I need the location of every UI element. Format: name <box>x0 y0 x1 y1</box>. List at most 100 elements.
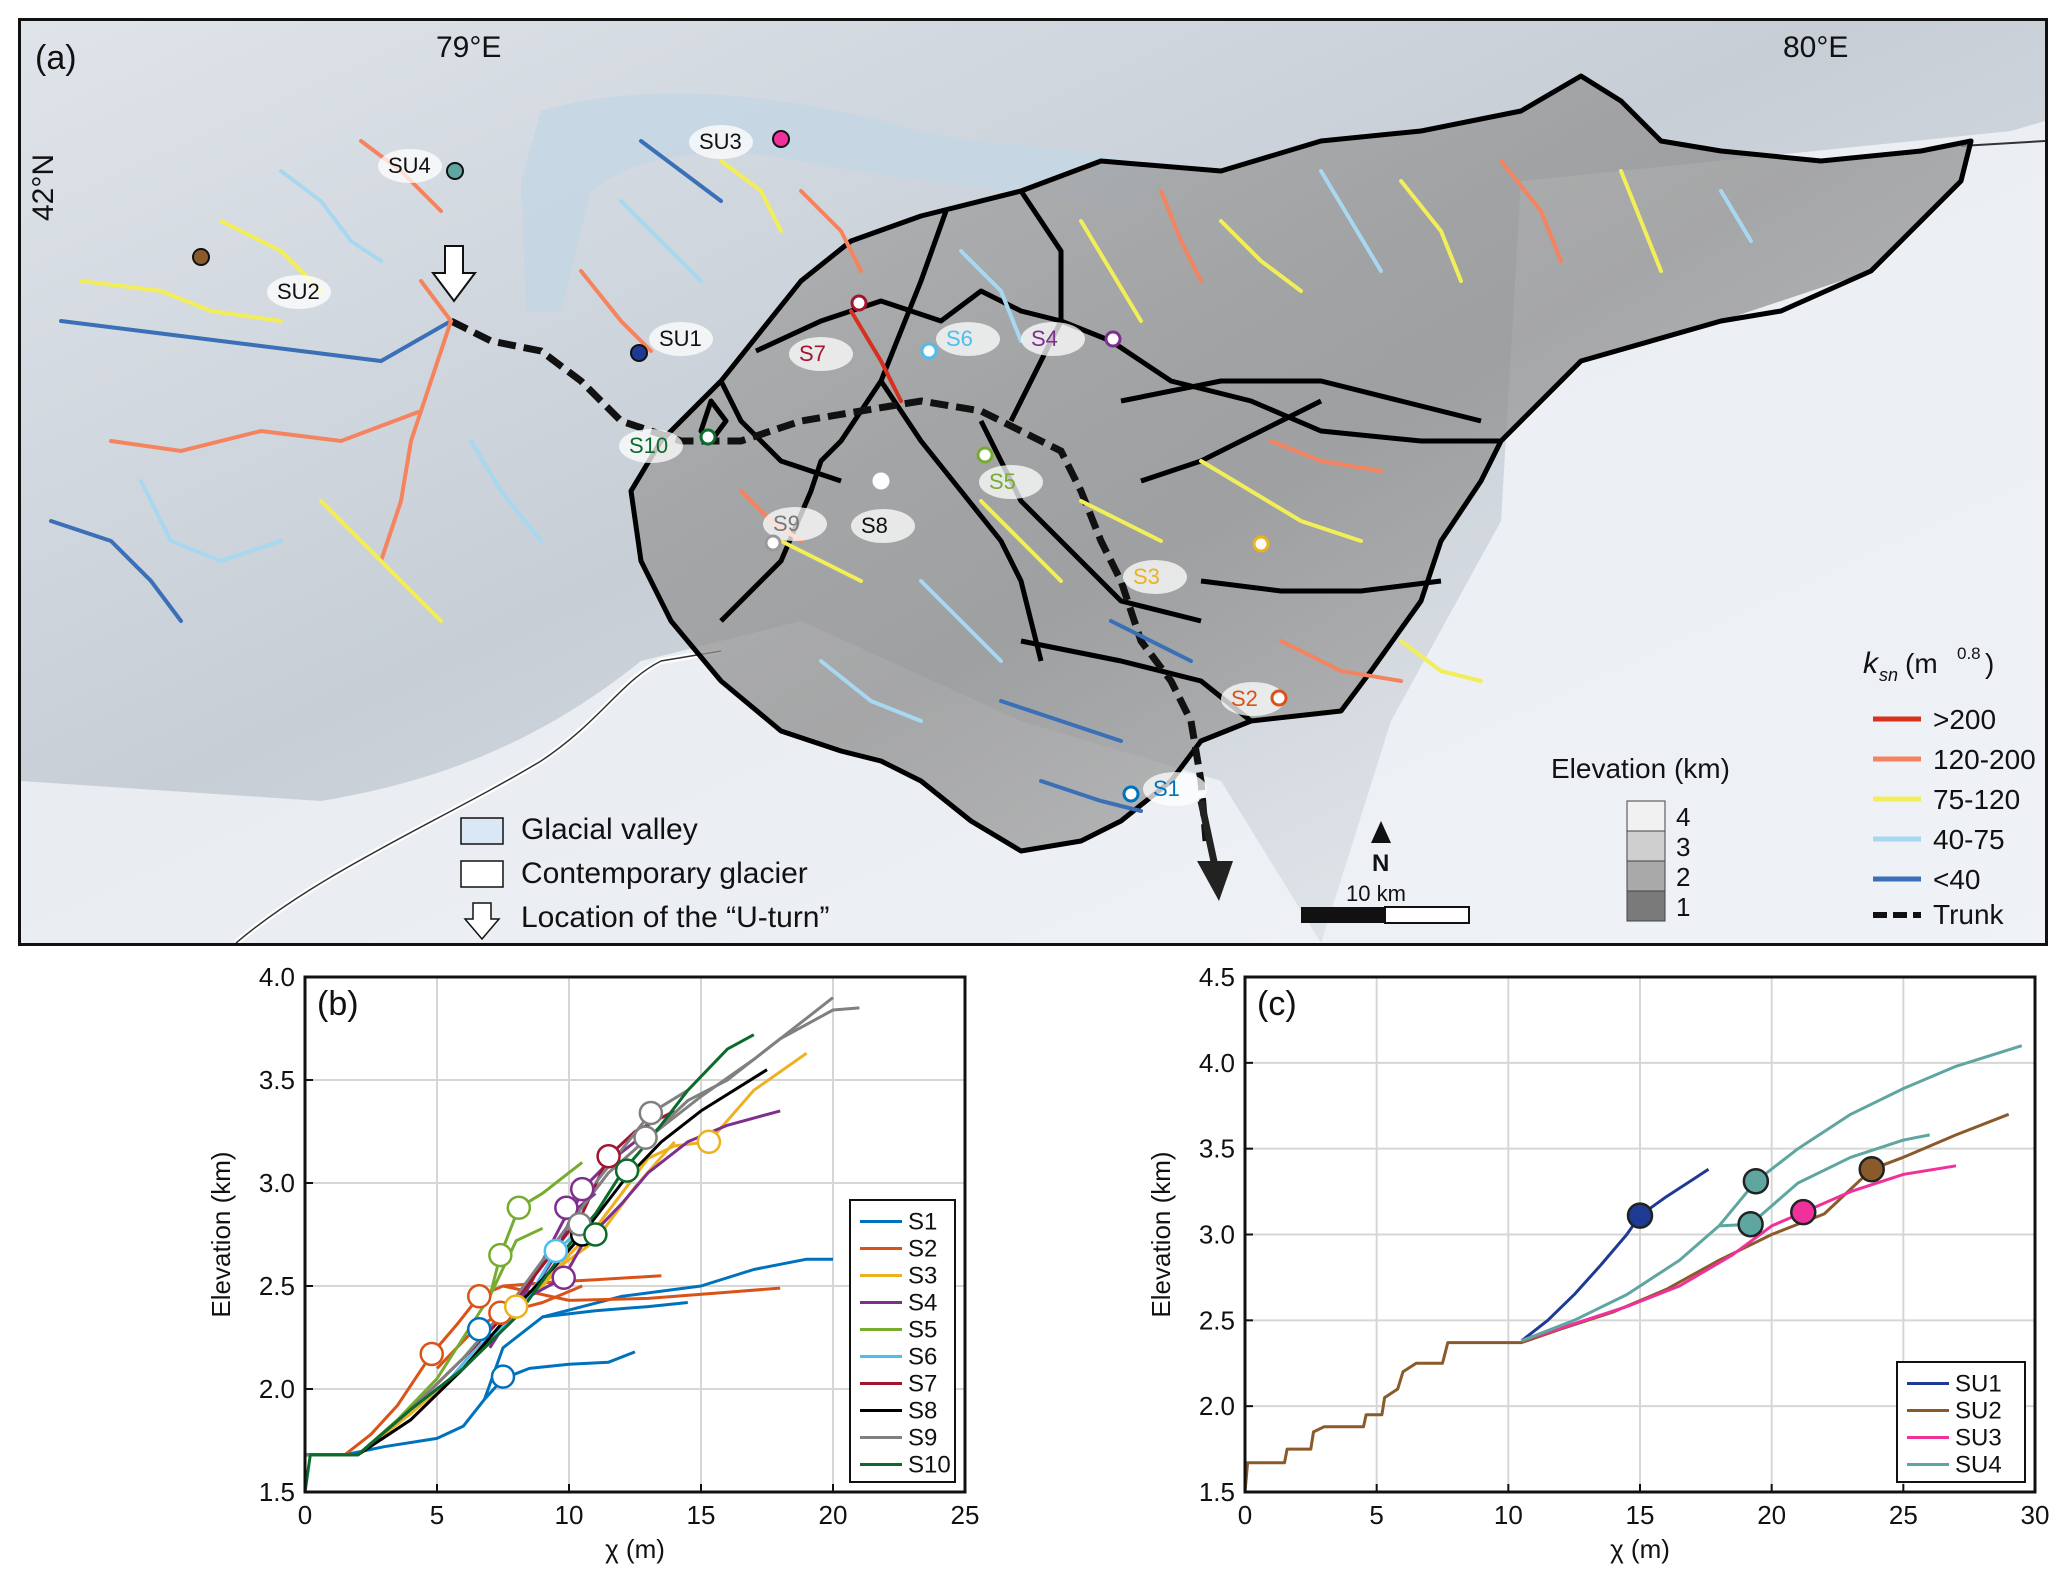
y-tick-label: 3.0 <box>259 1168 295 1198</box>
data-point <box>1626 1202 1654 1229</box>
site-label: SU3 <box>699 129 742 154</box>
x-tick-label: 20 <box>1757 1500 1786 1530</box>
markers-s1 <box>466 1317 516 1389</box>
ksn-legend-label: 75-120 <box>1933 784 2020 815</box>
x-tick-label: 15 <box>1626 1500 1655 1530</box>
data-point <box>1742 1168 1770 1195</box>
trunk-legend-label: Trunk <box>1933 899 2005 930</box>
y-tick-label: 3.5 <box>1199 1134 1235 1164</box>
site-label: S3 <box>1133 564 1160 589</box>
border-line-east <box>1960 140 2045 147</box>
ksn-title-base: k <box>1863 647 1880 680</box>
site-label: SU2 <box>277 279 320 304</box>
data-point <box>583 1222 608 1247</box>
site-marker <box>192 248 210 266</box>
site-s1: S1 <box>1122 772 1207 806</box>
elev-level-1: 1 <box>1676 892 1690 922</box>
data-point <box>569 1176 595 1202</box>
y-axis-title: Elevation (km) <box>206 1151 236 1317</box>
y-tick-label: 2.0 <box>1199 1391 1235 1421</box>
elevation-legend-title: Elevation (km) <box>1551 753 1730 784</box>
site-marker <box>772 130 790 148</box>
ksn-legend-label: >200 <box>1933 704 1996 735</box>
north-arrow-icon <box>1371 821 1391 843</box>
data-point <box>419 1341 444 1367</box>
site-marker <box>699 428 717 446</box>
scale-bar-white <box>1384 906 1470 924</box>
site-marker <box>1252 535 1270 553</box>
panel-letter: (c) <box>1257 985 1297 1023</box>
site-s9: S9 <box>763 507 827 552</box>
sample-sites: SU1 SU2 SU3 SU4 S1 S2 S3 S4 S5 S6 S7 S8 S9 S10 <box>192 125 1288 806</box>
data-point <box>466 1284 492 1309</box>
site-label: S8 <box>861 513 888 538</box>
series-line <box>305 1350 636 1457</box>
lon-80-label: 80°E <box>1783 31 1848 64</box>
data-point <box>554 1195 579 1220</box>
data-point <box>633 1125 658 1150</box>
markers-su4 <box>1737 1168 1770 1238</box>
markers-s3 <box>503 1129 722 1319</box>
y-tick-label: 4.0 <box>259 965 295 992</box>
site-label-bg <box>1143 772 1207 806</box>
series-line <box>647 1006 860 1139</box>
site-label: S6 <box>946 326 973 351</box>
map-panel: (a) 79°E 80°E 42°N SU1 SU2 SU3 SU4 S1 S2 S3 S4 S… <box>18 18 2048 946</box>
data-point <box>1790 1198 1817 1226</box>
u-turn-arrow-icon <box>463 902 501 941</box>
site-marker <box>1122 785 1140 803</box>
legend-label: SU2 <box>1955 1398 2002 1425</box>
site-label-bg <box>1221 682 1285 716</box>
glacier-swatch <box>460 860 504 888</box>
site-label-bg <box>378 149 442 183</box>
eastern-glacier-field <box>1321 121 2045 943</box>
ksn-title-unit: (m <box>1905 648 1938 679</box>
legend-u-turn: Location of the “U-turn” <box>521 901 829 934</box>
markers-s6 <box>543 1238 569 1264</box>
elev-swatch-2 <box>1626 860 1666 892</box>
chart-c: 0 5 10 15 20 25 30 1.5 2.0 2.5 3.0 3.5 4.0 4.5 (c) χ (m… <box>1146 965 2050 1564</box>
series-line <box>305 1161 584 1457</box>
north-label: N <box>1372 850 1389 877</box>
legend-label: S3 <box>908 1263 937 1290</box>
site-s5: S5 <box>976 446 1043 499</box>
site-s7: S7 <box>789 294 868 371</box>
y-tick-label: 2.0 <box>259 1374 295 1404</box>
series-line <box>488 1226 544 1297</box>
x-tick-label: 5 <box>1369 1500 1383 1530</box>
series-line <box>303 1033 755 1493</box>
y-tick-label: 3.0 <box>1199 1220 1235 1250</box>
series-s2 <box>305 1274 781 1457</box>
legend-label: S7 <box>908 1371 937 1398</box>
elev-swatch-4 <box>1626 800 1666 832</box>
outlet-arrow-shaft <box>1197 800 1220 872</box>
ksn-legend-items: >200 120-200 75-120 40-75 <40 <box>1873 704 2036 895</box>
data-point <box>543 1238 569 1264</box>
series-su3 <box>1521 1164 1957 1343</box>
ksn-legend-label: 40-75 <box>1933 824 2005 855</box>
y-tick-label: 3.5 <box>259 1065 295 1095</box>
site-marker <box>446 162 464 180</box>
site-label-bg <box>979 465 1043 499</box>
glacial-valley-swatch <box>460 817 504 845</box>
site-label: S9 <box>773 511 800 536</box>
site-label-bg <box>267 275 331 309</box>
series-line <box>1520 1168 1710 1343</box>
data-point <box>466 1317 492 1342</box>
x-axis-title: χ (m) <box>1610 1534 1670 1564</box>
site-s6: S6 <box>920 322 1000 360</box>
data-point <box>503 1294 529 1319</box>
markers-s2 <box>419 1284 513 1367</box>
site-label-bg <box>1021 322 1085 356</box>
data-point <box>596 1143 621 1169</box>
x-tick-label: 30 <box>2021 1500 2050 1530</box>
series-line <box>305 1068 768 1457</box>
series-s5 <box>305 1161 584 1457</box>
panel-letter: (b) <box>317 985 359 1023</box>
legend-label: S10 <box>908 1452 951 1479</box>
border-line <box>235 650 722 943</box>
elev-swatch-1 <box>1626 890 1666 922</box>
site-su4: SU4 <box>378 149 464 183</box>
x-tick-label: 25 <box>951 1500 980 1530</box>
